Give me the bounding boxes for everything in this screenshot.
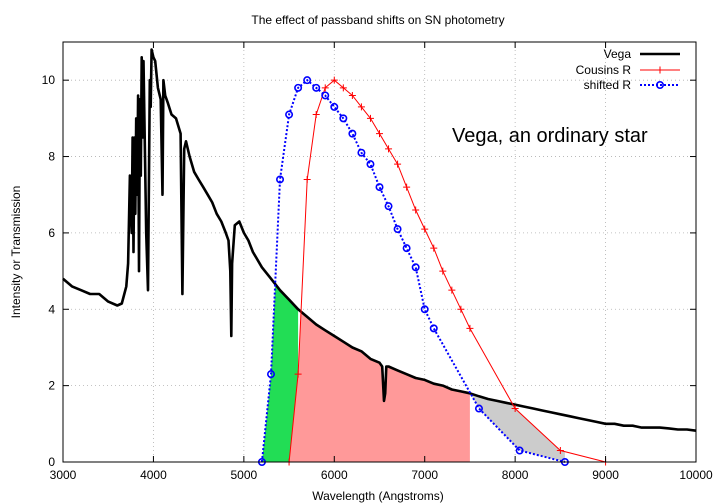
- cousins-r-point: [403, 183, 411, 191]
- x-tick-label: 4000: [140, 468, 167, 482]
- y-tick-label: 2: [48, 379, 55, 393]
- cousins-r-point: [303, 175, 311, 183]
- shifted-r-point: [474, 404, 483, 413]
- fill-regions: [261, 284, 565, 462]
- shifted-r-point: [312, 83, 321, 92]
- shifted-r-point: [375, 183, 384, 192]
- legend-marker: [655, 81, 664, 90]
- y-tick-label: 4: [48, 302, 55, 316]
- shifted-r-point: [384, 202, 393, 211]
- cousins-r-point: [556, 447, 564, 455]
- cousins-r-point: [339, 84, 347, 92]
- legend-label: Vega: [604, 47, 632, 61]
- cousins-r-point: [294, 370, 302, 378]
- shifted-r-point: [303, 76, 312, 85]
- cousins-r-point: [366, 114, 374, 122]
- shifted-r-point: [330, 102, 339, 111]
- legend-marker: [656, 66, 664, 74]
- x-axis-label: Wavelength (Angstroms): [312, 489, 444, 503]
- x-tick-label: 3000: [50, 468, 77, 482]
- chart-title: The effect of passband shifts on SN phot…: [251, 13, 504, 27]
- shifted-r-point: [515, 446, 524, 455]
- x-tick-label: 5000: [231, 468, 258, 482]
- plot-frame: [62, 41, 697, 463]
- cousins-r-point: [348, 91, 356, 99]
- y-tick-label: 10: [42, 73, 56, 87]
- cousins-r-point: [312, 111, 320, 119]
- x-tick-label: 6000: [321, 468, 348, 482]
- cousins-r-point: [511, 405, 519, 413]
- cousins-r-point: [385, 145, 393, 153]
- shifted-r-line: [260, 78, 566, 463]
- y-tick-label: 6: [48, 226, 55, 240]
- shifted-r-point: [366, 160, 375, 169]
- cousins-r-point: [457, 305, 465, 313]
- shifted-r-point: [393, 225, 402, 234]
- fill-region-gray: [469, 393, 565, 462]
- shifted-r-point: [420, 305, 429, 314]
- shifted-r-point: [429, 324, 438, 333]
- fill-region-green: [261, 284, 299, 462]
- cousins-r-point: [321, 84, 329, 92]
- x-tick-label: 8000: [502, 468, 529, 482]
- cousins-r-point: [357, 103, 365, 111]
- cousins-r-point: [376, 130, 383, 138]
- series-group: [62, 48, 697, 466]
- y-axis-label: Intensity or Transmission: [9, 186, 23, 319]
- vega-line: [62, 48, 697, 432]
- shifted-r-point: [285, 110, 294, 119]
- y-tick-label: 0: [48, 455, 55, 469]
- shifted-r-point: [411, 263, 420, 272]
- y-tick-label: 8: [48, 150, 55, 164]
- shifted-r-point: [321, 91, 330, 100]
- shifted-r-point: [402, 244, 411, 253]
- cousins-r-point: [421, 225, 429, 233]
- cousins-r-point: [439, 267, 447, 275]
- x-tick-label: 9000: [592, 468, 619, 482]
- shifted-r-point: [276, 175, 285, 184]
- shifted-r-point: [339, 114, 348, 123]
- cousins-r-point: [412, 206, 420, 214]
- x-tick-label: 7000: [411, 468, 438, 482]
- cousins-r-point: [448, 286, 456, 294]
- cousins-r-point: [466, 324, 474, 332]
- cousins-r-point: [330, 76, 338, 84]
- shifted-r-point: [294, 83, 303, 92]
- cousins-r-point: [430, 244, 438, 252]
- ticks: 3000 4000 5000 6000 7000 8000 9000 10000 0 2 4 6 8 10: [42, 42, 713, 482]
- legend-label: shifted R: [584, 78, 632, 92]
- legend-label: Cousins R: [576, 63, 632, 77]
- shifted-r-point: [266, 370, 275, 379]
- shifted-r-point: [357, 148, 366, 157]
- fill-region-red: [289, 311, 470, 462]
- annotation-text: Vega, an ordinary star: [452, 125, 648, 147]
- cousins-r-point: [394, 160, 402, 168]
- shifted-r-point: [348, 129, 357, 138]
- x-tick-label: 10000: [679, 468, 713, 482]
